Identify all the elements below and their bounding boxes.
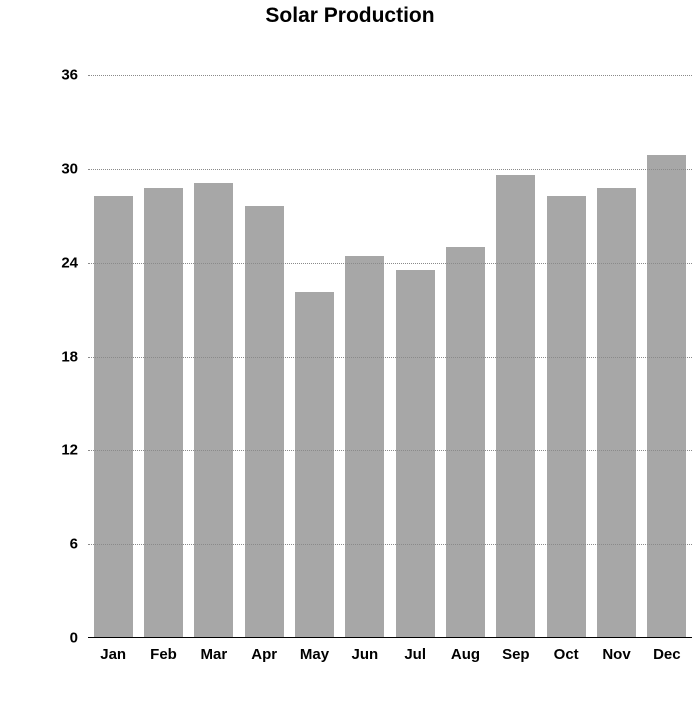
y-tick-label: 36 — [61, 67, 88, 84]
grid-line — [88, 263, 692, 264]
x-tick-label: Jul — [404, 646, 426, 663]
bar — [446, 247, 485, 637]
bar — [295, 292, 334, 637]
x-tick-label: Oct — [554, 646, 579, 663]
bar — [597, 188, 636, 637]
y-tick-label: 18 — [61, 348, 88, 365]
bar — [345, 256, 384, 637]
x-tick-label: Nov — [602, 646, 630, 663]
x-tick-label: Jan — [100, 646, 126, 663]
bar — [144, 188, 183, 637]
x-tick-label: Feb — [150, 646, 177, 663]
grid-line — [88, 169, 692, 170]
x-tick-label: Jun — [351, 646, 378, 663]
y-tick-label: 30 — [61, 161, 88, 178]
grid-line — [88, 75, 692, 76]
plot-area: 061218243036JanFebMarAprMayJunJulAugSepO… — [88, 52, 692, 638]
bar — [94, 196, 133, 637]
x-tick-label: Mar — [200, 646, 227, 663]
y-tick-label: 6 — [70, 536, 88, 553]
bar — [547, 196, 586, 637]
y-tick-label: 12 — [61, 442, 88, 459]
x-tick-label: Aug — [451, 646, 480, 663]
bar — [245, 206, 284, 637]
bar — [647, 155, 686, 637]
bar — [194, 183, 233, 637]
x-tick-label: Apr — [251, 646, 277, 663]
chart-title: Solar Production — [0, 4, 700, 28]
y-tick-label: 0 — [70, 630, 88, 647]
x-tick-label: May — [300, 646, 329, 663]
grid-line — [88, 357, 692, 358]
x-tick-label: Dec — [653, 646, 681, 663]
bar — [496, 175, 535, 637]
solar-production-chart: Solar Production Average daily kWh per m… — [0, 0, 700, 708]
y-tick-label: 24 — [61, 254, 88, 271]
x-tick-label: Sep — [502, 646, 530, 663]
x-axis-line — [88, 637, 692, 638]
bars-container — [88, 52, 692, 637]
grid-line — [88, 450, 692, 451]
grid-line — [88, 544, 692, 545]
bar — [396, 270, 435, 637]
